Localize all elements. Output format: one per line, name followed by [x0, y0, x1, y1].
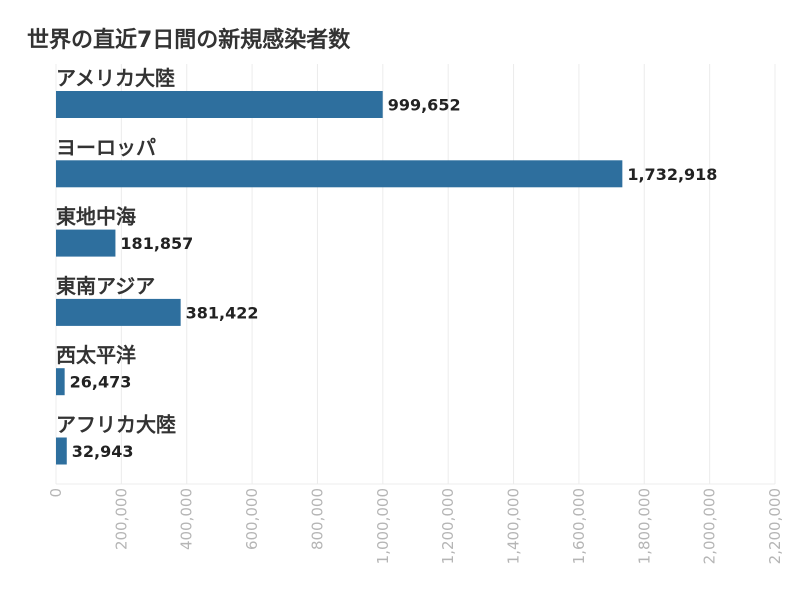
x-tick-label: 1,200,000 — [439, 488, 457, 564]
category-label: 東南アジア — [56, 274, 155, 298]
x-tick-label: 1,600,000 — [570, 488, 588, 564]
value-label: 181,857 — [120, 234, 193, 253]
value-label: 381,422 — [186, 303, 259, 322]
x-tick-label: 800,000 — [308, 488, 326, 550]
x-tick-label: 2,200,000 — [766, 488, 784, 564]
bar — [56, 160, 623, 188]
bars — [56, 91, 623, 465]
value-label: 1,732,918 — [627, 165, 717, 184]
x-tick-label: 1,800,000 — [635, 488, 653, 564]
bar — [56, 91, 383, 118]
x-tick-label: 200,000 — [112, 488, 130, 550]
category-label: 西太平洋 — [56, 343, 136, 367]
value-label: 26,473 — [70, 373, 132, 392]
category-label: ヨーロッパ — [56, 135, 156, 159]
value-label: 32,943 — [72, 442, 134, 461]
grid-lines — [55, 64, 776, 485]
value-label: 999,652 — [388, 96, 461, 115]
labels: アメリカ大陸 999,652 ヨーロッパ 1,732,918 東地中海 181,857 東南… — [56, 66, 717, 461]
x-tick-label: 0 — [47, 488, 65, 498]
category-label: アフリカ大陸 — [56, 413, 176, 437]
category-label: 東地中海 — [56, 205, 136, 229]
chart-title: 世界の直近7日間の新規感染者数 — [27, 28, 351, 53]
x-tick-label: 1,400,000 — [505, 488, 523, 564]
x-tick-label: 400,000 — [178, 488, 196, 550]
bar — [56, 368, 65, 396]
bar — [56, 298, 181, 326]
category-label: アメリカ大陸 — [56, 66, 175, 90]
x-axis-ticks: 0 200,000 400,000 600,000 800,000 1,000,000 1,… — [47, 488, 784, 564]
x-tick-label: 2,000,000 — [701, 488, 719, 564]
bar — [56, 229, 116, 257]
bar — [56, 437, 67, 465]
x-tick-label: 600,000 — [243, 488, 261, 550]
x-tick-label: 1,000,000 — [374, 488, 392, 564]
